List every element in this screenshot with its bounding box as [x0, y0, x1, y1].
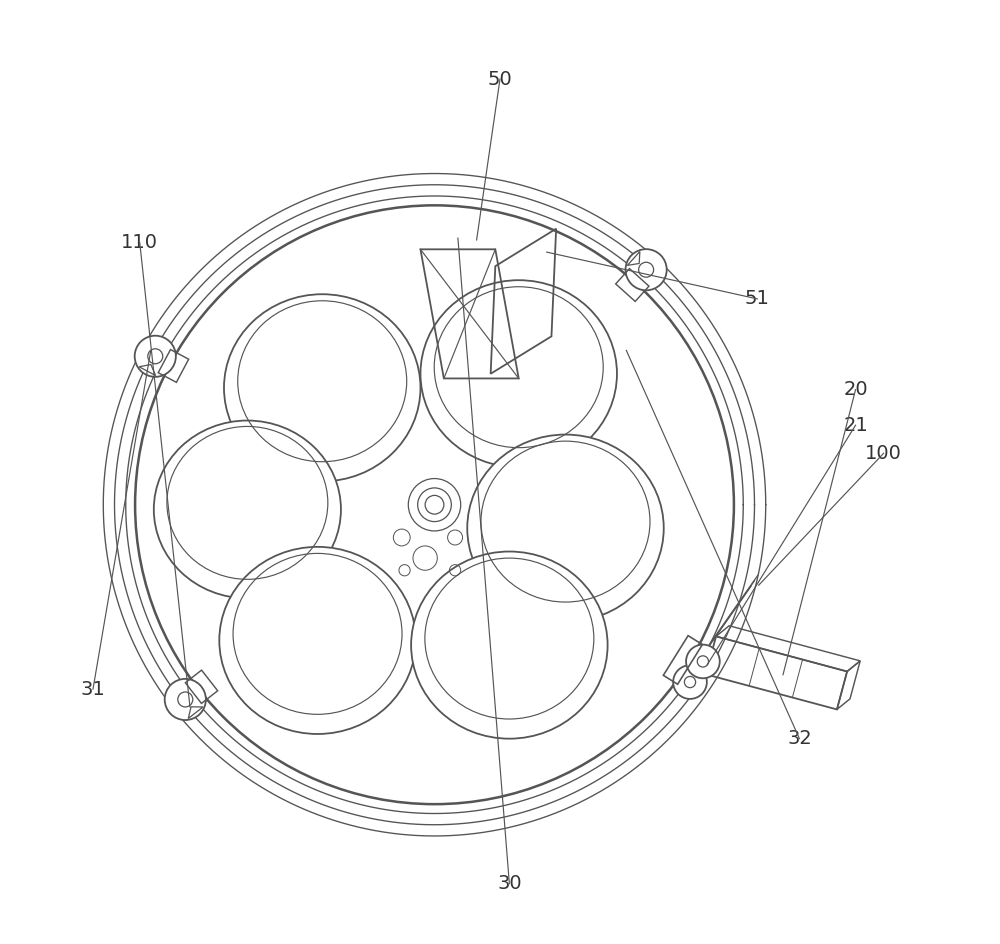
Ellipse shape: [420, 280, 617, 467]
Circle shape: [697, 656, 709, 667]
Circle shape: [626, 249, 667, 291]
Ellipse shape: [411, 551, 608, 738]
Ellipse shape: [467, 434, 664, 622]
Text: 50: 50: [488, 70, 512, 89]
Circle shape: [639, 262, 654, 278]
Ellipse shape: [224, 295, 420, 481]
Circle shape: [673, 666, 707, 699]
Ellipse shape: [135, 206, 734, 804]
Circle shape: [684, 677, 696, 687]
Ellipse shape: [154, 420, 341, 598]
Circle shape: [178, 692, 193, 707]
Text: 100: 100: [865, 444, 902, 463]
Text: 31: 31: [81, 680, 105, 699]
Circle shape: [135, 336, 176, 377]
Text: 21: 21: [843, 415, 868, 435]
Text: 32: 32: [787, 729, 812, 749]
Ellipse shape: [219, 547, 416, 734]
Text: 110: 110: [121, 233, 158, 252]
Text: 51: 51: [745, 290, 770, 309]
Text: 20: 20: [843, 380, 868, 399]
Text: 30: 30: [497, 874, 522, 893]
Circle shape: [148, 348, 163, 363]
Circle shape: [686, 645, 720, 679]
Circle shape: [165, 679, 206, 720]
